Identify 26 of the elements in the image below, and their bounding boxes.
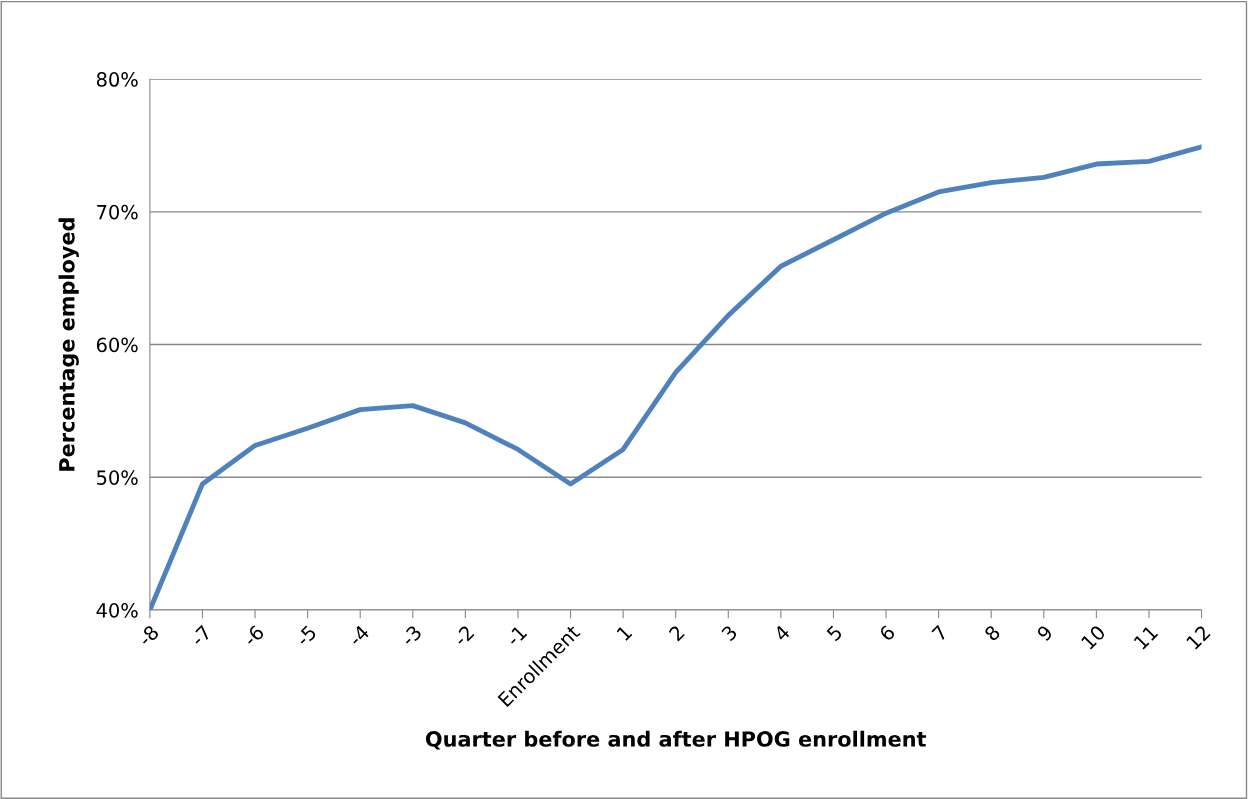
x-tick-label: -2 <box>452 624 475 647</box>
x-tick-label: -5 <box>295 624 318 647</box>
x-tick-label: 3 <box>720 624 738 642</box>
x-tick-label: 4 <box>773 624 791 642</box>
x-axis-title: Quarter before and after HPOG enrollment <box>425 730 927 750</box>
x-tick-label: 11 <box>1133 624 1159 650</box>
x-tick-label: 9 <box>1036 624 1054 642</box>
y-tick-label: 60% <box>96 337 138 353</box>
y-tick-label: 80% <box>96 72 138 87</box>
x-tick-label: -7 <box>189 624 212 647</box>
y-tick-label: 70% <box>97 204 138 220</box>
x-tick-label: 10 <box>1080 624 1107 650</box>
y-tick-label: 40% <box>96 602 138 618</box>
x-tick-label: 8 <box>983 624 1001 642</box>
x-tick-label: 1 <box>616 624 633 641</box>
x-tick-label: -3 <box>400 624 423 647</box>
x-tick-label: 2 <box>668 624 685 642</box>
x-tick-label: 5 <box>826 624 843 642</box>
y-tick-label: 50% <box>97 470 138 485</box>
x-tick-label: -4 <box>347 624 370 647</box>
x-tick-label: 7 <box>931 624 948 642</box>
x-tick-label: -6 <box>242 624 265 647</box>
y-axis-title: Percentage employed <box>58 218 79 471</box>
x-tick-label: -8 <box>137 624 160 647</box>
x-tick-label: 12 <box>1185 624 1211 650</box>
x-tick-label: 6 <box>878 624 896 642</box>
